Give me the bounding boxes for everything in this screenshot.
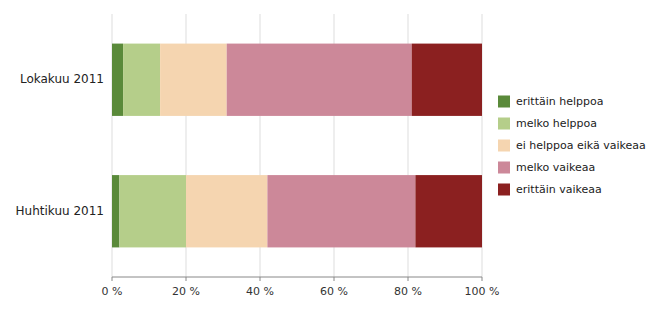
legend-label: ei helppoa eikä vaikeaa xyxy=(516,139,646,152)
x-tick xyxy=(112,277,113,281)
bar-segment xyxy=(123,44,160,116)
chart: 0 % 20 % 40 % 60 % 80 % 100 % Lokakuu 2011 Huht… xyxy=(0,0,672,313)
grid xyxy=(112,14,482,277)
legend-swatch xyxy=(498,96,510,108)
bar-segment xyxy=(186,175,267,247)
bar-segment xyxy=(119,175,186,247)
x-tick xyxy=(482,277,483,281)
x-tick xyxy=(260,277,261,281)
bar-segment xyxy=(415,175,482,247)
category-label: Huhtikuu 2011 xyxy=(16,204,104,218)
legend-swatch xyxy=(498,140,510,152)
legend-label: erittäin helppoa xyxy=(516,95,603,108)
x-axis-line xyxy=(112,277,482,278)
x-tick-label: 0 % xyxy=(102,285,123,298)
legend-swatch xyxy=(498,184,510,196)
bar-segment xyxy=(112,175,119,247)
x-tick-label: 20 % xyxy=(172,285,200,298)
bar-segment xyxy=(267,175,415,247)
x-tick-label: 80 % xyxy=(394,285,422,298)
legend-label: melko vaikeaa xyxy=(516,161,595,174)
bars xyxy=(112,44,482,248)
x-tick xyxy=(334,277,335,281)
chart-container: 0 % 20 % 40 % 60 % 80 % 100 % Lokakuu 2011 Huht… xyxy=(0,0,672,313)
x-tick-label: 100 % xyxy=(465,285,500,298)
category-label: Lokakuu 2011 xyxy=(20,72,104,86)
x-tick xyxy=(408,277,409,281)
x-axis: 0 % 20 % 40 % 60 % 80 % 100 % xyxy=(102,277,500,298)
legend-swatch xyxy=(498,162,510,174)
x-tick-label: 40 % xyxy=(246,285,274,298)
x-tick xyxy=(186,277,187,281)
bar-segment xyxy=(227,44,412,116)
legend: erittäin helppoa melko helppoa ei helppoa … xyxy=(498,95,646,196)
bar-segment xyxy=(160,44,227,116)
legend-swatch xyxy=(498,118,510,130)
legend-label: melko helppoa xyxy=(516,117,597,130)
bar-segment xyxy=(412,44,482,116)
legend-label: erittäin vaikeaa xyxy=(516,183,602,196)
x-tick-label: 60 % xyxy=(320,285,348,298)
y-axis: Lokakuu 2011 Huhtikuu 2011 xyxy=(16,72,104,218)
bar-segment xyxy=(112,44,123,116)
